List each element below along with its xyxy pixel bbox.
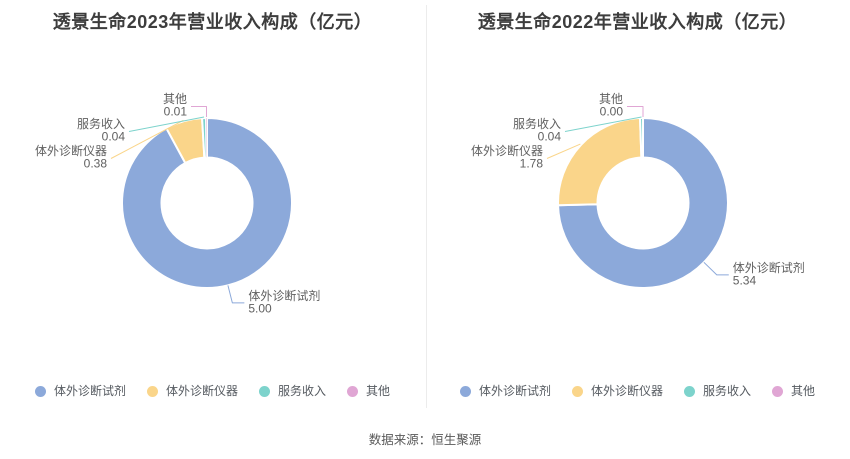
legend-item-label: 其他 (791, 384, 816, 398)
legend-dot-icon (259, 385, 270, 397)
slice-label-value: 1.78 (520, 157, 544, 171)
donut-slice[interactable] (557, 117, 729, 289)
legend-item-label: 体外诊断试剂 (53, 384, 126, 398)
slice-label-name: 体外诊断仪器 (35, 143, 107, 158)
slice-label-name: 体外诊断试剂 (733, 260, 805, 275)
legend-item-label: 服务收入 (703, 384, 752, 398)
legend-item[interactable]: 体外诊断试剂 (459, 383, 551, 399)
slice-label-value: 0.04 (538, 130, 562, 144)
legend-item[interactable]: 体外诊断试剂 (34, 383, 126, 399)
panel-divider (426, 5, 427, 408)
legend-2023: 体外诊断试剂 体外诊断仪器 服务收入 其他 (0, 383, 425, 399)
slice-label-value: 0.04 (102, 130, 126, 144)
legend-item[interactable]: 服务收入 (684, 383, 751, 399)
donut-slice[interactable] (639, 116, 644, 159)
label-line (703, 261, 729, 276)
label-line (128, 116, 205, 132)
slice-label-name: 其他 (599, 92, 623, 106)
slice-label-value: 0.00 (600, 105, 624, 119)
legend-item[interactable]: 其他 (772, 383, 815, 399)
slice-label-name: 服务收入 (513, 116, 561, 131)
donut-slice[interactable] (557, 117, 643, 207)
data-source-note: 数据来源：恒生聚源 (368, 433, 482, 447)
legend-item[interactable]: 服务收入 (259, 383, 326, 399)
legend-dot-icon (34, 385, 46, 397)
donut-slice[interactable] (121, 117, 293, 289)
slice-label-value: 5.34 (733, 273, 757, 287)
legend-dot-icon (347, 385, 359, 397)
chart-title-2023: 透景生命2023年营业收入构成（亿元） (52, 12, 373, 32)
chart-panel-2022: 体外诊断试剂 5.34 体外诊断仪器 1.78 服务收入 0.04 其他 0.00 透景生命2… (425, 0, 850, 412)
legend-2022: 体外诊断试剂 体外诊断仪器 服务收入 其他 (425, 383, 850, 399)
legend-item-label: 体外诊断仪器 (165, 384, 238, 398)
legend-dot-icon (684, 385, 695, 397)
label-line (191, 106, 207, 117)
legend-dot-icon (571, 385, 583, 397)
chart-title-2022: 透景生命2022年营业收入构成（亿元） (477, 12, 798, 32)
chart-panel-2023: 体外诊断试剂 5.00 体外诊断仪器 0.38 服务收入 0.04 其他 0.01 透景生命2… (0, 0, 425, 412)
legend-item-label: 体外诊断试剂 (478, 384, 551, 398)
slice-label-value: 0.38 (84, 157, 108, 171)
label-line (227, 285, 245, 304)
slice-label-value: 0.01 (164, 105, 188, 119)
donut-slice[interactable] (205, 117, 208, 158)
legend-item[interactable]: 其他 (347, 383, 390, 399)
slice-label-name: 其他 (163, 92, 187, 106)
label-line (564, 116, 642, 132)
legend-item-label: 服务收入 (278, 384, 327, 398)
slice-label-name: 服务收入 (77, 116, 125, 131)
legend-item-label: 其他 (366, 384, 391, 398)
legend-item-label: 体外诊断仪器 (590, 384, 663, 398)
slice-label-name: 体外诊断仪器 (471, 143, 543, 158)
legend-dot-icon (772, 385, 784, 397)
legend-dot-icon (146, 385, 158, 397)
label-line (546, 143, 581, 159)
slice-label-name: 体外诊断试剂 (248, 288, 320, 303)
label-line (627, 106, 644, 117)
legend-item[interactable]: 体外诊断仪器 (146, 383, 238, 399)
legend-item[interactable]: 体外诊断仪器 (571, 383, 663, 399)
donut-chart-2022: 体外诊断试剂 5.34 体外诊断仪器 1.78 服务收入 0.04 其他 0.00 (425, 0, 850, 370)
slice-label-value: 5.00 (248, 301, 272, 315)
label-line (110, 119, 184, 159)
donut-chart-2023: 体外诊断试剂 5.00 体外诊断仪器 0.38 服务收入 0.04 其他 0.01 (0, 0, 425, 370)
legend-dot-icon (459, 385, 471, 397)
